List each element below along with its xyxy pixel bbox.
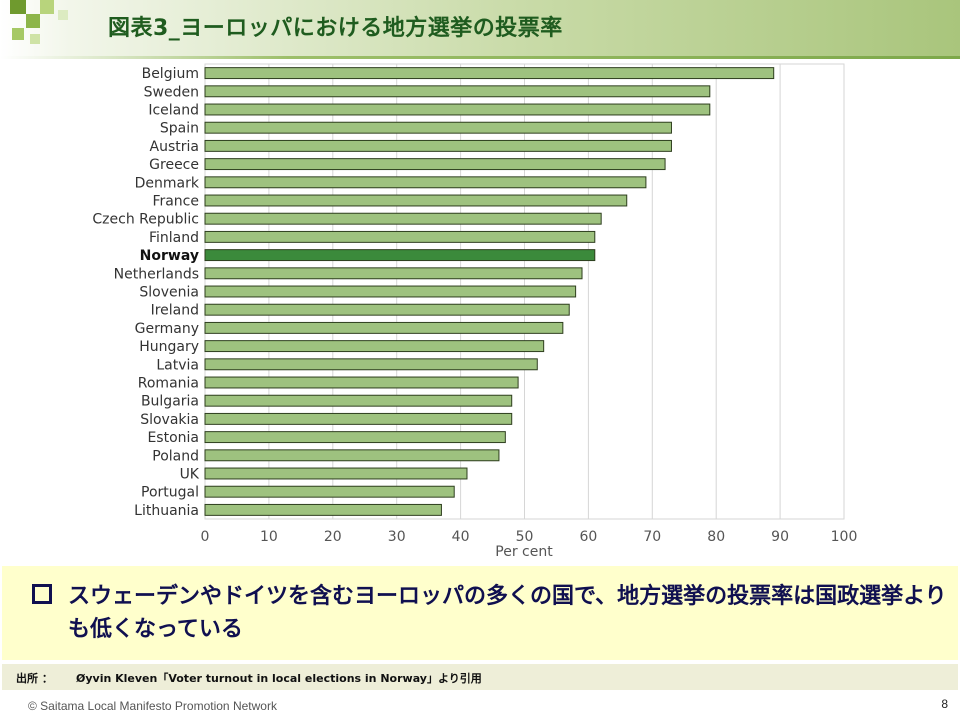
bar-slovenia [204,285,577,298]
bar-bulgaria [204,394,513,407]
turnout-bar-chart: Belgium Sweden Iceland Spain Austria Greece De… [92,63,858,560]
logo-squares-icon [10,0,68,44]
category-label: Norway [140,248,199,264]
footer-copyright: © Saitama Local Manifesto Promotion Netw… [28,699,277,713]
x-tick-label: 0 [201,529,210,545]
chart-category-labels: Belgium Sweden Iceland Spain Austria Greece De… [92,66,199,519]
x-tick-label: 100 [831,529,858,545]
bar-sweden [204,85,711,98]
category-label: Slovakia [140,412,199,428]
category-label: Denmark [135,175,200,191]
category-label: Iceland [148,103,199,119]
bar-austria [204,139,672,152]
source-prefix: 出所 ： [16,672,53,685]
x-tick-label: 20 [324,529,342,545]
bar-ireland [204,303,570,316]
category-label: Spain [160,121,199,137]
bar-germany [204,321,564,334]
category-label: Belgium [142,66,199,82]
bar-lithuania [204,503,442,516]
source-citation: 出所 ： Øyvin Kleven「Voter turnout in local … [2,664,958,690]
bar-greece [204,158,666,171]
x-tick-label: 40 [452,529,470,545]
category-label: Hungary [139,339,199,355]
x-tick-label: 90 [771,529,789,545]
category-label: Slovenia [139,285,199,301]
bar-slovakia [204,412,513,425]
category-label: Sweden [144,84,199,100]
x-tick-label: 10 [260,529,278,545]
bar-estonia [204,431,506,444]
bar-portugal [204,485,455,498]
x-tick-label: 60 [579,529,597,545]
category-label: Romania [138,376,199,392]
category-label: Poland [152,448,199,464]
bar-iceland [204,103,711,116]
bar-czech-republic [204,212,602,225]
x-tick-label: 50 [516,529,534,545]
bar-france [204,194,628,207]
x-tick-label: 70 [643,529,661,545]
category-label: Germany [135,321,199,337]
category-label: Portugal [141,485,199,501]
summary-text: スウェーデンやドイツを含むヨーロッパの多くの国で、地方選挙の投票率は国政選挙より… [68,584,947,642]
bar-romania [204,376,519,389]
bar-spain [204,121,672,134]
slide-header: 図表3_ヨーロッパにおける地方選挙の投票率 [0,0,960,56]
square-bullet-icon [32,584,52,604]
bar-latvia [204,358,538,371]
page-title: 図表3_ヨーロッパにおける地方選挙の投票率 [108,16,563,41]
header-divider [0,56,960,59]
bar-poland [204,449,500,462]
category-label: Austria [150,139,199,155]
category-label: Lithuania [134,503,199,519]
bar-norway [204,249,596,262]
bar-hungary [204,340,545,353]
category-label: Latvia [156,357,199,373]
category-label: Estonia [147,430,199,446]
x-axis-label: Per cent [495,544,553,560]
bar-uk [204,467,468,480]
category-label: France [152,194,199,210]
x-tick-label: 30 [388,529,406,545]
bar-netherlands [204,267,583,280]
bar-finland [204,230,596,243]
category-label: Bulgaria [141,394,199,410]
chart-bars [204,67,775,516]
page-number: 8 [941,697,948,711]
summary-box: スウェーデンやドイツを含むヨーロッパの多くの国で、地方選挙の投票率は国政選挙より… [2,566,958,660]
bar-denmark [204,176,647,189]
bar-belgium [204,67,775,80]
source-text: Øyvin Kleven「Voter turnout in local elec… [76,672,482,685]
chart-x-ticks: 0 10 20 30 40 50 60 70 80 90 100 [201,529,858,545]
category-label: Finland [149,230,199,246]
category-label: Greece [149,157,199,173]
category-label: UK [180,467,200,483]
category-label: Netherlands [114,266,199,282]
category-label: Czech Republic [92,212,199,228]
x-tick-label: 80 [707,529,725,545]
category-label: Ireland [151,303,199,319]
